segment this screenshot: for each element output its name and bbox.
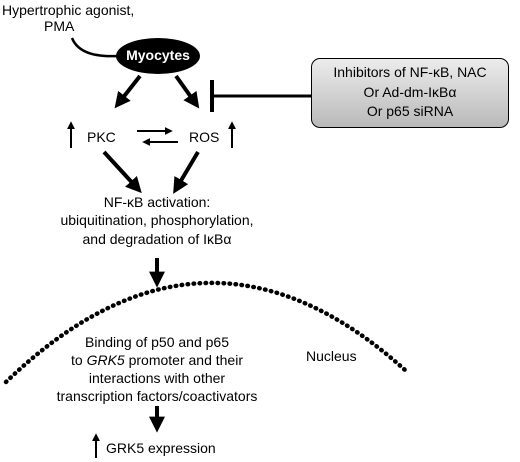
arrow-ros-to-nfkb [173, 150, 200, 194]
inhibitors-line2: Or Ad-dm-IκBα [363, 84, 457, 100]
arrow-myocytes-to-ros [174, 74, 200, 109]
inhibitors-line1: Inhibitors of NF-κB, NAC [333, 64, 487, 80]
nfkb-activation-line2: ubiquitination, phosphorylation, [60, 212, 254, 228]
binding-line2: to GRK5 promoter and their [71, 352, 243, 369]
arrow-myocytes-to-pkc [114, 74, 142, 109]
stimulus-connector [70, 37, 119, 58]
myocytes-label: Myocytes [126, 47, 190, 63]
binding-line2-suffix: promoter and their [124, 352, 243, 368]
ros-label: ROS [189, 129, 220, 145]
binding-line2-prefix: to [71, 352, 87, 368]
binding-line1: Binding of p50 and p65 [84, 334, 230, 350]
binding-line4: transcription factors/coactivators [56, 388, 258, 404]
inhibitors-box [311, 58, 509, 128]
stimulus-label-line1: Hypertrophic agonist, [2, 2, 135, 18]
nuclear-membrane [3, 280, 408, 385]
inhibitors-line3: Or p65 siRNA [366, 103, 454, 119]
pkc-label: PKC [87, 129, 116, 145]
arrow-pkc-to-nfkb [102, 150, 142, 194]
binding-line3: interactions with other [88, 370, 226, 386]
stimulus-label-line2: PMA [44, 18, 75, 34]
grk5-gene-name: GRK5 [86, 352, 125, 368]
nfkb-activation-line1: NF-κB activation: [103, 194, 211, 210]
nfkb-activation-line3: and degradation of IκBα [82, 231, 232, 247]
myocytes-node [116, 38, 200, 74]
grk5-expression-label: GRK5 expression [106, 440, 216, 456]
nucleus-label: Nucleus [306, 348, 357, 364]
